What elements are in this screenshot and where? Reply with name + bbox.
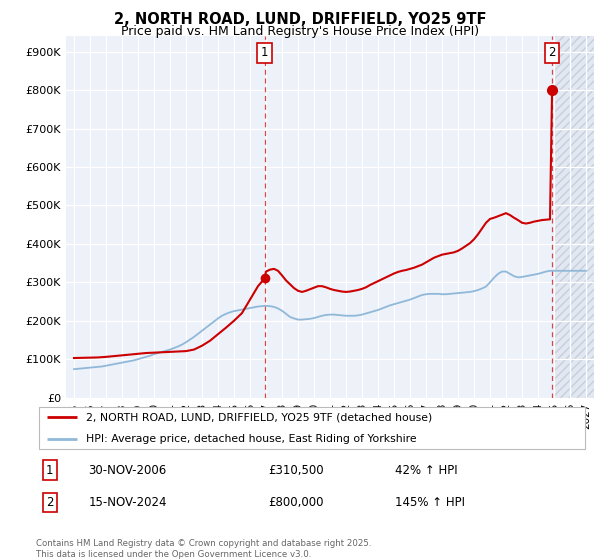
Text: 30-NOV-2006: 30-NOV-2006	[88, 464, 167, 477]
Text: Contains HM Land Registry data © Crown copyright and database right 2025.
This d: Contains HM Land Registry data © Crown c…	[36, 539, 371, 559]
Text: 2: 2	[548, 46, 556, 59]
Text: 145% ↑ HPI: 145% ↑ HPI	[395, 496, 465, 509]
Text: 2: 2	[46, 496, 53, 509]
Bar	[554, 36, 600, 398]
Text: HPI: Average price, detached house, East Riding of Yorkshire: HPI: Average price, detached house, East…	[86, 435, 416, 444]
Text: £310,500: £310,500	[268, 464, 323, 477]
Text: 15-NOV-2024: 15-NOV-2024	[88, 496, 167, 509]
Text: 42% ↑ HPI: 42% ↑ HPI	[395, 464, 457, 477]
Text: £800,000: £800,000	[268, 496, 323, 509]
Text: 1: 1	[261, 46, 268, 59]
Bar	[554, 36, 600, 398]
Text: 1: 1	[46, 464, 53, 477]
FancyBboxPatch shape	[39, 407, 585, 449]
Text: 2, NORTH ROAD, LUND, DRIFFIELD, YO25 9TF (detached house): 2, NORTH ROAD, LUND, DRIFFIELD, YO25 9TF…	[86, 412, 432, 422]
Text: 2, NORTH ROAD, LUND, DRIFFIELD, YO25 9TF: 2, NORTH ROAD, LUND, DRIFFIELD, YO25 9TF	[114, 12, 486, 27]
Text: Price paid vs. HM Land Registry's House Price Index (HPI): Price paid vs. HM Land Registry's House …	[121, 25, 479, 38]
